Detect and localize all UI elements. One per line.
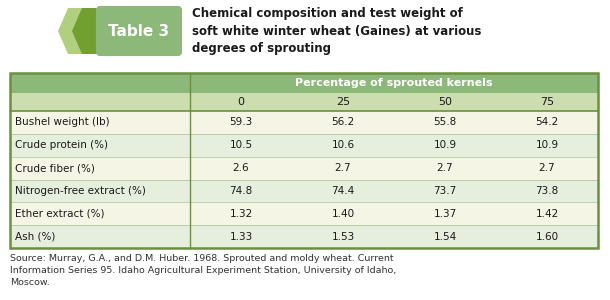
Text: 74.8: 74.8: [229, 186, 253, 196]
Text: Percentage of sprouted kernels: Percentage of sprouted kernels: [295, 78, 493, 88]
Text: 1.33: 1.33: [229, 232, 253, 242]
Text: Source: Murray, G.A., and D.M. Huber. 1968. Sprouted and moldy wheat. Current
In: Source: Murray, G.A., and D.M. Huber. 19…: [10, 254, 396, 287]
Text: Crude fiber (%): Crude fiber (%): [15, 163, 95, 173]
Text: 1.54: 1.54: [433, 232, 457, 242]
Text: Nitrogen-free extract (%): Nitrogen-free extract (%): [15, 186, 146, 196]
Text: 25: 25: [336, 97, 350, 107]
Bar: [10, 225, 598, 248]
Text: Ether extract (%): Ether extract (%): [15, 209, 104, 219]
Bar: [10, 157, 598, 179]
Bar: [10, 73, 598, 93]
Text: 56.2: 56.2: [331, 117, 354, 128]
Text: 75: 75: [540, 97, 554, 107]
Text: 1.37: 1.37: [433, 209, 457, 219]
Bar: [10, 134, 598, 157]
Text: Ash (%): Ash (%): [15, 232, 56, 242]
Text: 1.53: 1.53: [331, 232, 354, 242]
Text: 54.2: 54.2: [536, 117, 559, 128]
Text: 55.8: 55.8: [433, 117, 457, 128]
Polygon shape: [58, 8, 96, 54]
Text: 2.7: 2.7: [539, 163, 555, 173]
Text: 2.7: 2.7: [437, 163, 453, 173]
Text: Table 3: Table 3: [109, 23, 170, 38]
Text: 74.4: 74.4: [331, 186, 354, 196]
Text: 1.32: 1.32: [229, 209, 253, 219]
Text: 10.9: 10.9: [434, 140, 456, 150]
Text: 0: 0: [237, 97, 245, 107]
Text: 2.7: 2.7: [335, 163, 351, 173]
Text: 2.6: 2.6: [232, 163, 249, 173]
Bar: [10, 202, 598, 225]
Text: 1.42: 1.42: [536, 209, 559, 219]
Text: 10.9: 10.9: [536, 140, 559, 150]
Bar: [10, 111, 598, 134]
Text: 59.3: 59.3: [229, 117, 253, 128]
Text: 1.40: 1.40: [331, 209, 354, 219]
Bar: [10, 73, 598, 248]
Text: 73.7: 73.7: [433, 186, 457, 196]
Polygon shape: [72, 8, 110, 54]
Text: 1.60: 1.60: [536, 232, 559, 242]
Bar: [10, 179, 598, 202]
Text: Chemical composition and test weight of
soft white winter wheat (Gaines) at vari: Chemical composition and test weight of …: [192, 7, 481, 55]
Text: 10.6: 10.6: [331, 140, 354, 150]
FancyBboxPatch shape: [97, 7, 181, 55]
Text: 50: 50: [438, 97, 452, 107]
Text: 10.5: 10.5: [229, 140, 253, 150]
Bar: [10, 93, 598, 111]
Text: Crude protein (%): Crude protein (%): [15, 140, 108, 150]
Text: 73.8: 73.8: [536, 186, 559, 196]
Text: Bushel weight (lb): Bushel weight (lb): [15, 117, 110, 128]
